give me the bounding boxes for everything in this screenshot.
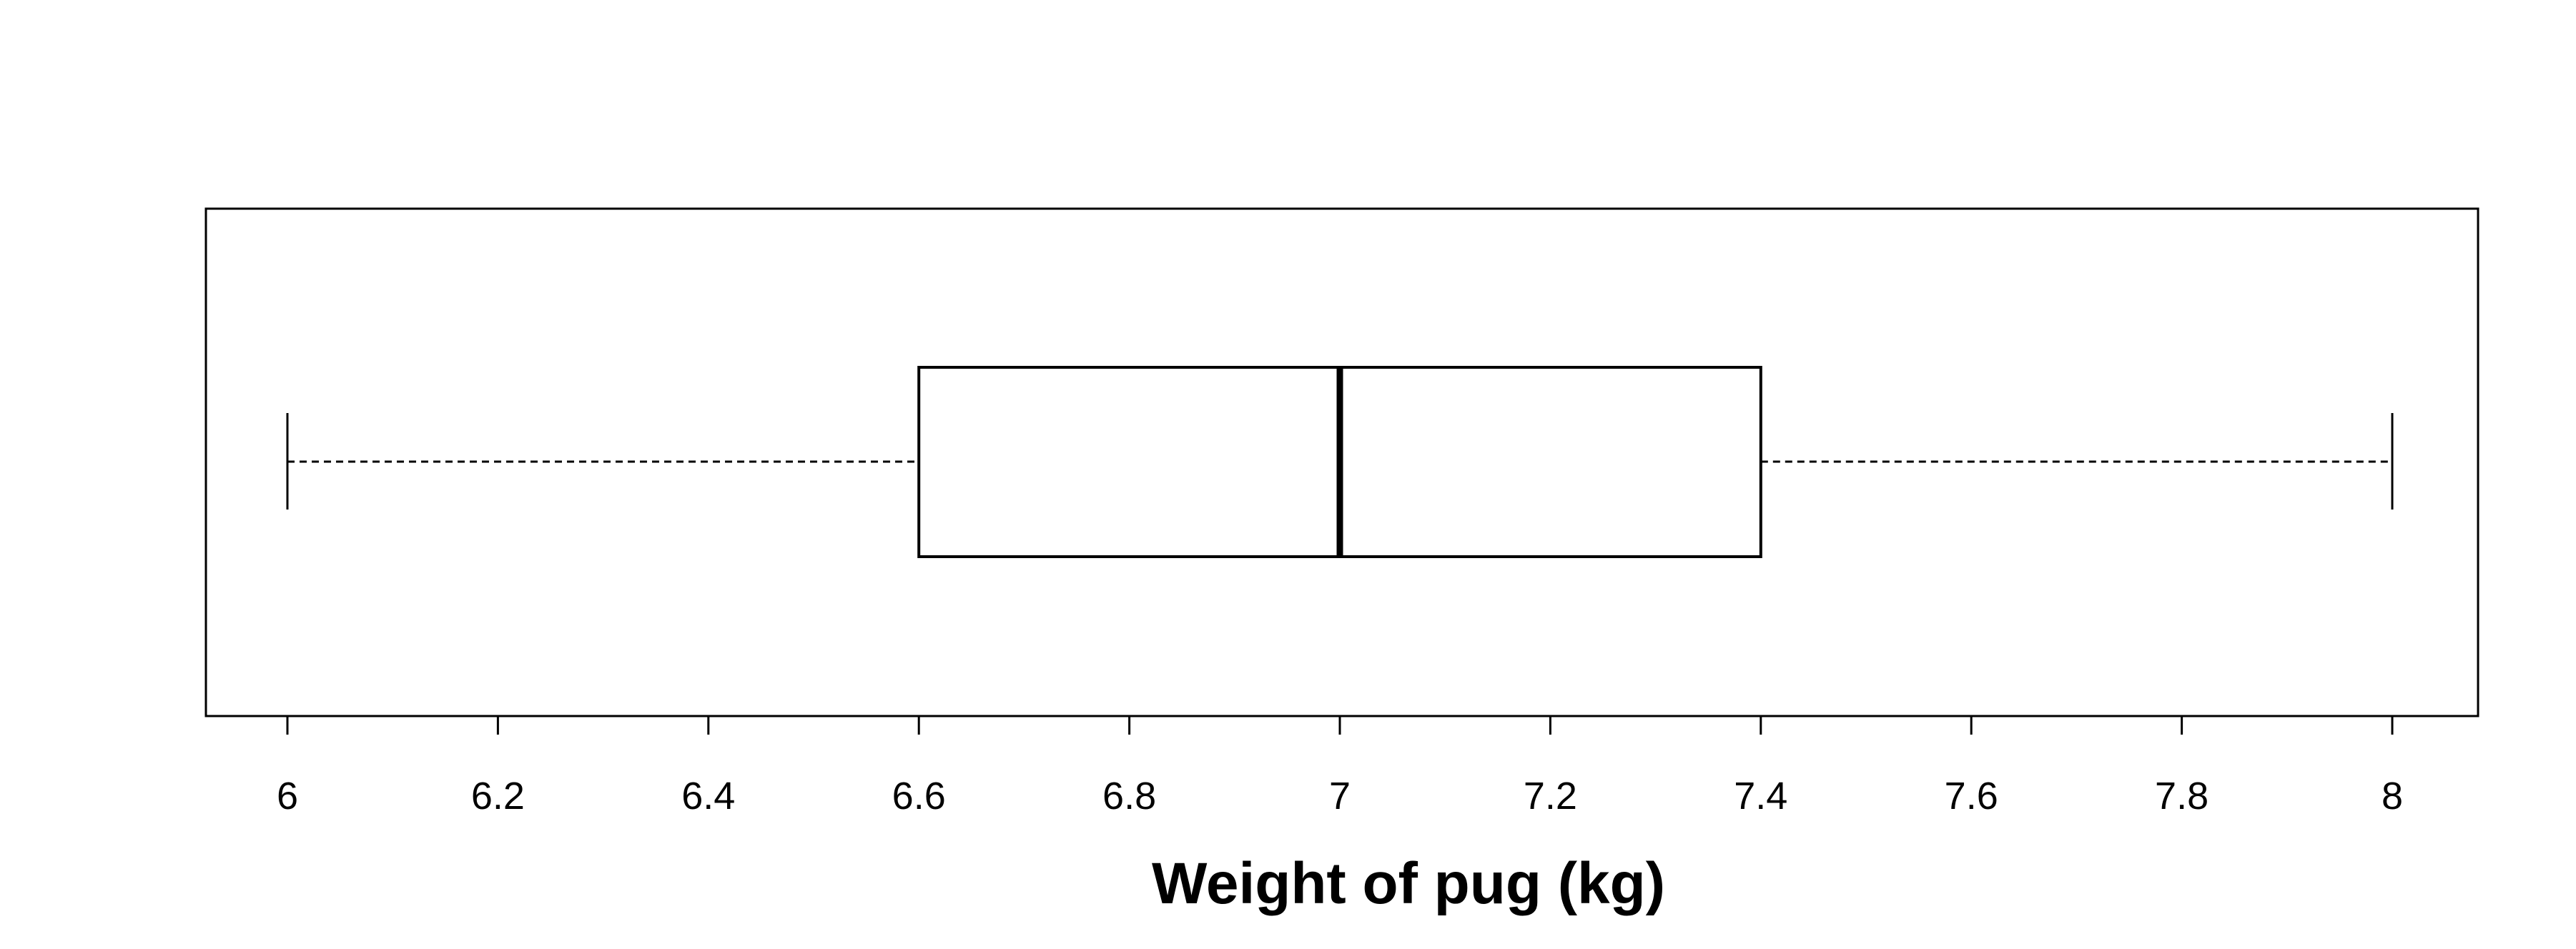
- x-tick-label: 6.8: [1102, 775, 1156, 818]
- x-tick-label: 6.4: [681, 775, 735, 818]
- x-tick-label: 8: [2382, 775, 2403, 818]
- x-tick-label: 7.8: [2155, 775, 2209, 818]
- x-axis-title: Weight of pug (kg): [1152, 851, 1665, 916]
- x-tick-label: 7.6: [1945, 775, 1998, 818]
- x-axis: 6 6.2 6.4 6.6 6.8 7 7.2 7.4 7.6 7.8 8: [277, 716, 2403, 818]
- x-tick-label: 6.6: [892, 775, 946, 818]
- x-tick-label: 7.4: [1734, 775, 1787, 818]
- x-tick-label: 6.2: [471, 775, 525, 818]
- x-tick-label: 7.2: [1524, 775, 1577, 818]
- plot-frame: [204, 207, 2479, 717]
- box-plot: [286, 366, 2394, 558]
- x-tick-label: 6: [277, 775, 298, 818]
- x-tick-label: 7: [1329, 775, 1351, 818]
